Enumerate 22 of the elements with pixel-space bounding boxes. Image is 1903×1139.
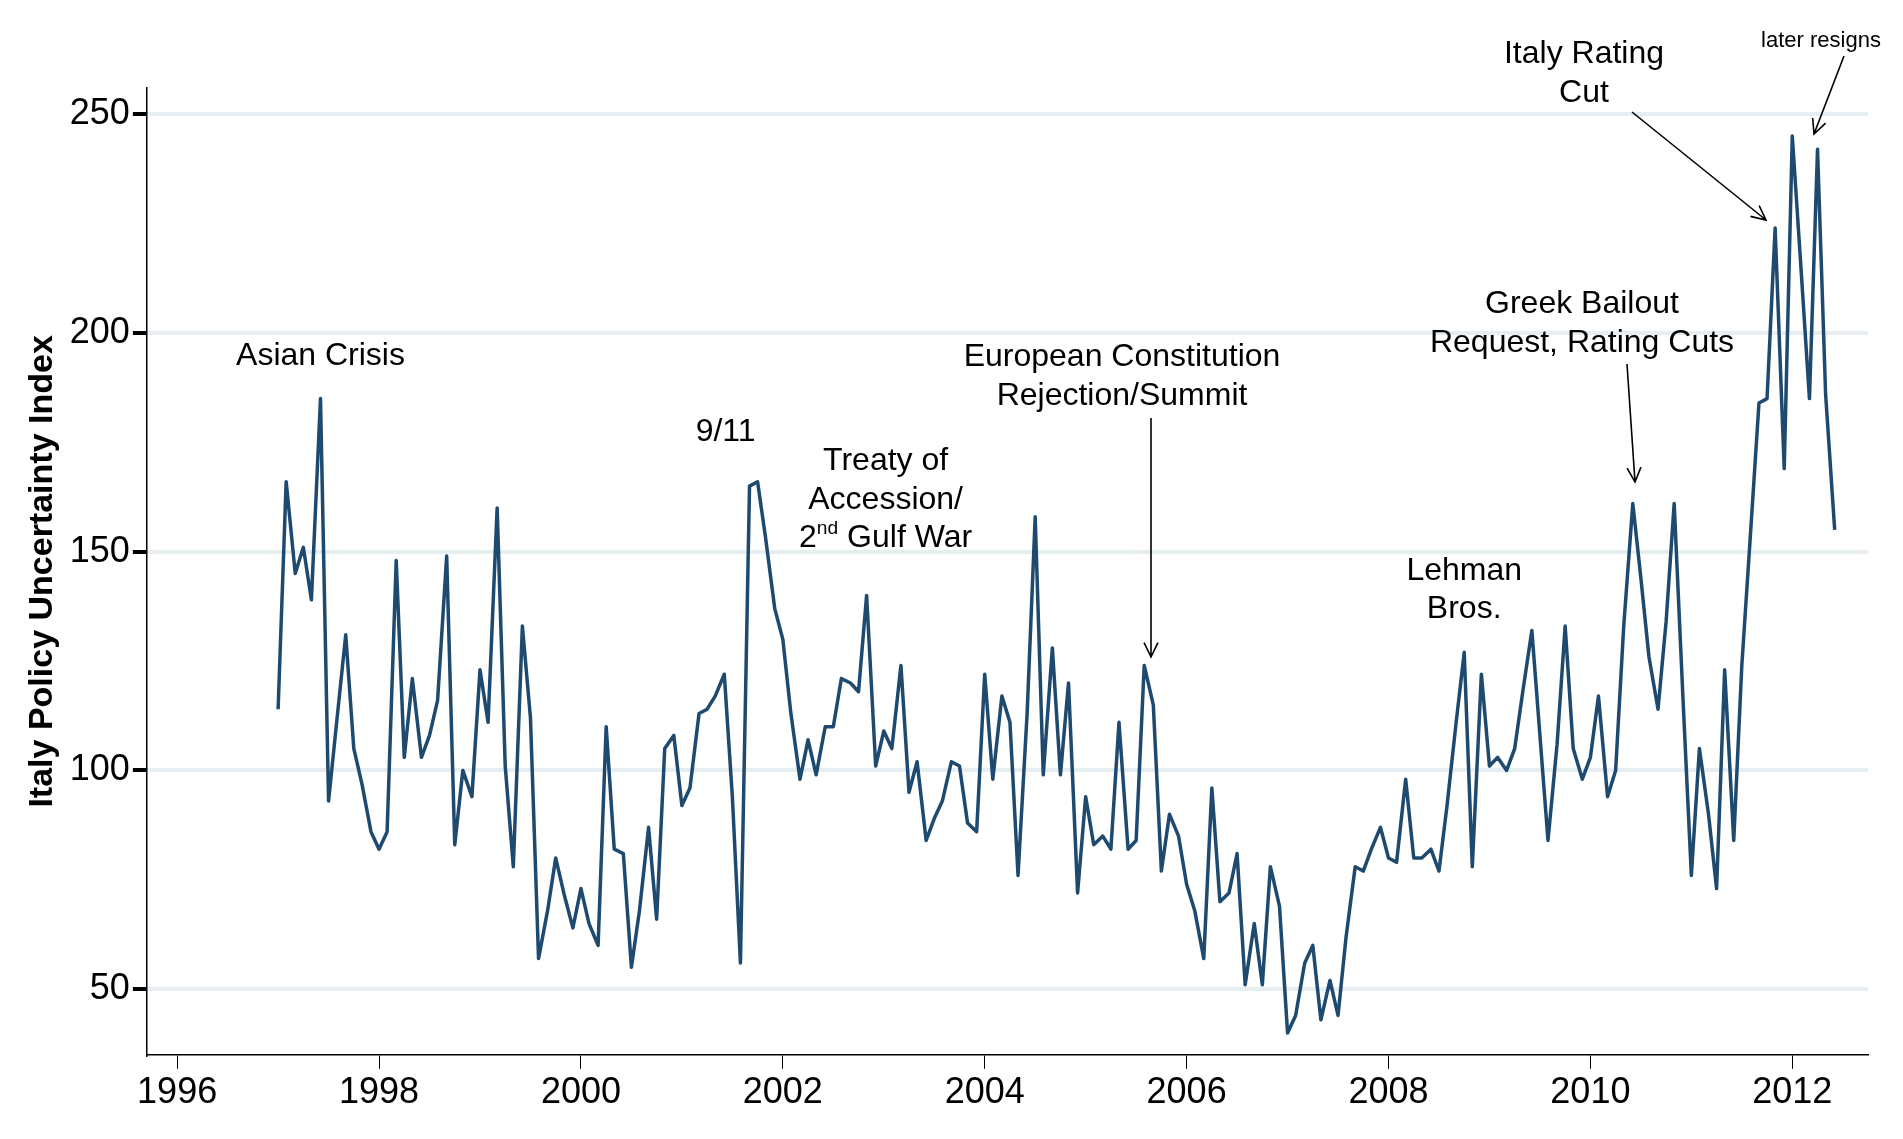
y-tick-label: 50: [89, 966, 130, 1008]
y-axis-title: Italy Policy Uncertainty Index: [20, 335, 59, 808]
y-tick-label: 200: [69, 309, 130, 351]
text: later resigns: [1761, 26, 1881, 52]
annotation: European Constitution Rejection/Summit: [963, 337, 1281, 412]
x-tick-label: 2000: [540, 1070, 621, 1112]
x-tick-label: 2002: [742, 1070, 823, 1112]
y-tick-label: 250: [69, 91, 130, 133]
annotation: 9/11: [695, 412, 756, 449]
x-tick-label: 2004: [944, 1070, 1025, 1112]
annotation: Greek Bailout Request, Rating Cuts: [1429, 284, 1735, 359]
x-tick-label: 1996: [137, 1070, 218, 1112]
x-tick-label: 2008: [1348, 1070, 1429, 1112]
annotation: Italy Rating Cut: [1503, 34, 1665, 109]
x-tick-label: 1998: [338, 1070, 420, 1112]
x-tick-label: 2010: [1550, 1070, 1631, 1112]
annotation: Lehman Bros.: [1406, 550, 1523, 625]
x-tick-label: 2012: [1752, 1070, 1833, 1112]
y-tick-label: 150: [69, 528, 130, 570]
y-tick-label: 100: [69, 747, 130, 789]
annotation: Asian Crisis: [236, 336, 405, 373]
x-tick-label: 2006: [1146, 1070, 1227, 1112]
